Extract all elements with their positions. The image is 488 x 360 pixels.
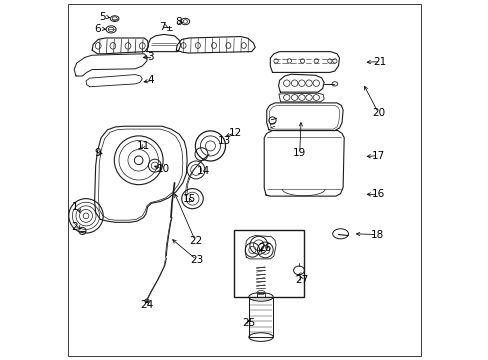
Text: 25: 25 [242,319,255,328]
Text: 19: 19 [293,148,306,158]
Bar [257,293,264,297]
Text: 9: 9 [94,148,101,158]
Text: 1: 1 [72,202,78,212]
Text: 20: 20 [371,108,384,118]
Text: 15: 15 [183,194,196,204]
Text: 27: 27 [295,275,308,285]
Text: 22: 22 [188,236,202,246]
Text: 12: 12 [228,128,241,138]
Bar [234,230,304,297]
Bar [248,297,273,337]
Text: 21: 21 [372,57,386,67]
Text: 7: 7 [159,22,165,32]
Text: 18: 18 [370,230,383,239]
Text: 17: 17 [371,150,384,161]
Ellipse shape [134,156,142,165]
Text: 11: 11 [137,141,150,151]
Text: 23: 23 [190,255,203,265]
Text: 8: 8 [175,17,182,27]
Text: 5: 5 [99,12,106,22]
Text: 16: 16 [371,189,384,199]
Text: 24: 24 [140,300,153,310]
Text: 2: 2 [72,222,78,231]
Text: 4: 4 [147,75,153,85]
Text: 26: 26 [258,243,271,253]
Text: 3: 3 [147,52,153,62]
Text: 14: 14 [197,166,210,176]
Text: 10: 10 [156,164,169,174]
Text: 13: 13 [217,136,230,146]
Text: 6: 6 [94,24,101,34]
